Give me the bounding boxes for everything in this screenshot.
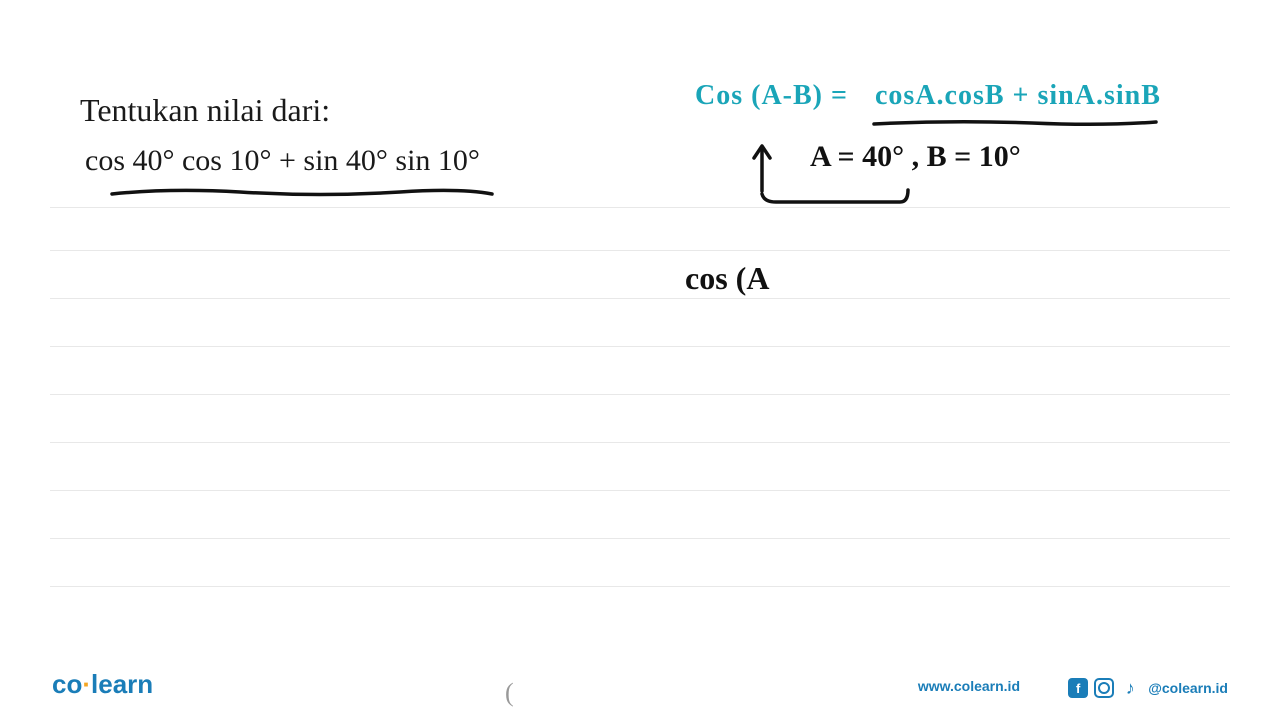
ruled-line [50,346,1230,347]
instagram-icon [1094,678,1114,698]
formula-rhs-underline-stroke [872,118,1162,132]
whiteboard-canvas: Tentukan nilai dari: cos 40° cos 10° + s… [0,0,1280,720]
social-icons: f ♪ @colearn.id [1068,678,1228,698]
facebook-icon: f [1068,678,1088,698]
brand-learn: learn [91,669,153,699]
brand-co: co [52,669,82,699]
footer: co·learn www.colearn.id f ♪ @colearn.id [0,660,1280,720]
ruled-line [50,442,1230,443]
footer-url: www.colearn.id [918,678,1020,694]
ruled-line [50,250,1230,251]
ruled-line [50,490,1230,491]
brand-dot: · [82,669,91,699]
expression-underline-stroke [110,186,500,206]
formula-lhs: Cos (A-B) = [695,80,848,112]
ruled-line [50,298,1230,299]
problem-title: Tentukan nilai dari: [80,92,330,129]
tiktok-icon: ♪ [1120,678,1140,698]
social-handle: @colearn.id [1148,680,1228,696]
problem-expression: cos 40° cos 10° + sin 40° sin 10° [85,144,480,178]
ruled-line [50,394,1230,395]
formula-rhs: cosA.cosB + sinA.sinB [875,80,1161,112]
ruled-line [50,586,1230,587]
ruled-line [50,538,1230,539]
arrow-bracket-stroke [750,136,920,216]
partial-work-text: cos (A [685,260,769,297]
brand-logo: co·learn [52,669,153,700]
ruled-line [50,207,1230,208]
